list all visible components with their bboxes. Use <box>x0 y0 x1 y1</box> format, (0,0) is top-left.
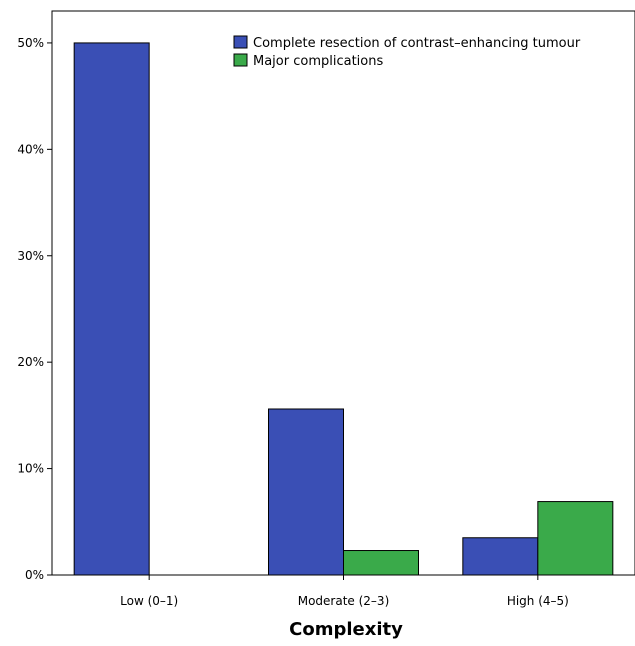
y-tick-label: 10% <box>17 462 44 476</box>
x-axis-title: Complexity <box>289 619 403 640</box>
y-axis: 0% 10% 20% 30% 40% 50% <box>17 36 52 582</box>
legend-swatch <box>233 35 248 49</box>
bar-complete-resection <box>462 537 539 576</box>
x-tick-label: High (4–5) <box>507 594 569 608</box>
y-tick-label: 0% <box>25 568 44 582</box>
x-tick-label: Moderate (2–3) <box>298 594 390 608</box>
y-tick-label: 50% <box>17 36 44 50</box>
y-tick-label: 30% <box>17 249 44 263</box>
legend-label: Complete resection of contrast–enhancing… <box>253 36 581 51</box>
bar-complete-resection <box>268 408 344 576</box>
bar-major-complications <box>537 501 614 576</box>
legend: Complete resection of contrast–enhancing… <box>233 35 581 69</box>
x-axis: Low (0–1) Moderate (2–3) High (4–5) <box>120 575 569 608</box>
x-tick-label: Low (0–1) <box>120 594 178 608</box>
legend-swatch <box>233 53 248 67</box>
bars-layer <box>73 42 614 576</box>
bar-complete-resection <box>73 42 150 576</box>
y-tick-label: 40% <box>17 142 44 156</box>
y-tick-label: 20% <box>17 355 44 369</box>
legend-label: Major complications <box>253 54 383 69</box>
bar-major-complications <box>343 550 419 576</box>
